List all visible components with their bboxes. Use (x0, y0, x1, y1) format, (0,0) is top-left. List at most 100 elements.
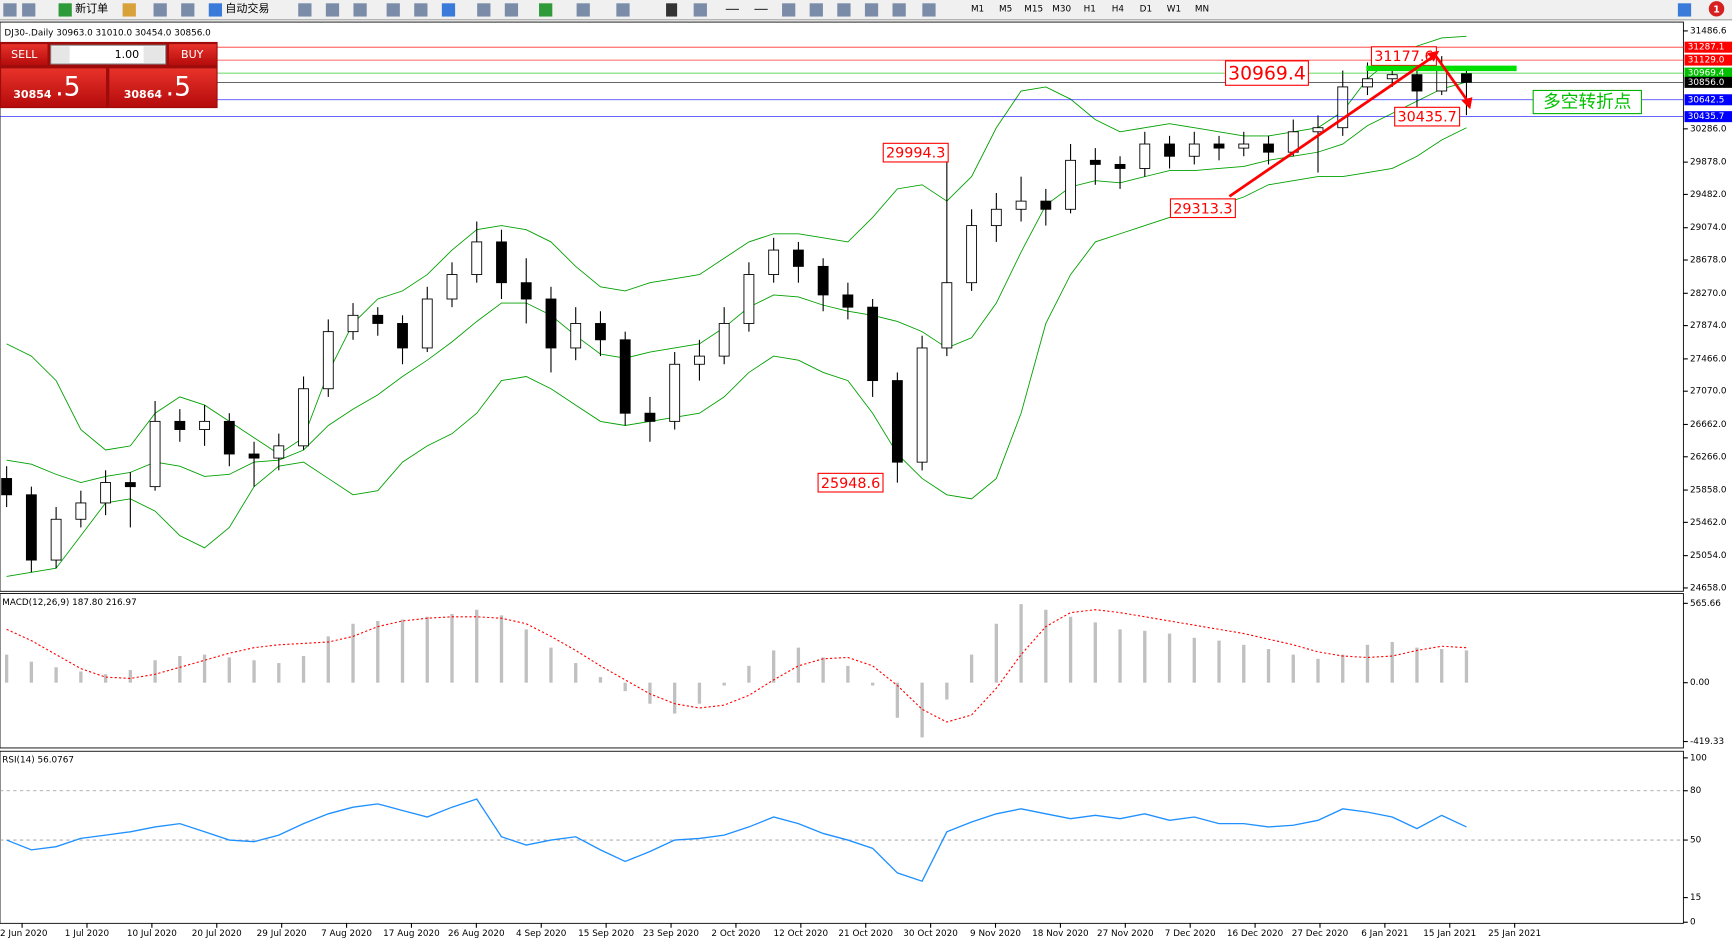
macd-bar (79, 671, 83, 683)
icon[interactable] (325, 3, 340, 17)
x-tick-label: 12 Oct 2020 (774, 929, 829, 939)
macd-bar (870, 682, 875, 686)
candle-body (891, 380, 903, 463)
candle-body (446, 274, 458, 300)
y-tick-label: 30286.0 (1690, 124, 1727, 134)
lot-value[interactable]: 1.00 (115, 48, 140, 61)
timeframe-button[interactable]: M1 (971, 4, 984, 14)
macd-bar (697, 682, 702, 704)
icon[interactable] (782, 3, 796, 17)
macd-bar (103, 674, 108, 683)
icon[interactable] (504, 3, 519, 17)
one-click-trading: SELL 1.00 BUY 30854 .5 30864 .5 (0, 41, 218, 109)
icon[interactable] (539, 3, 553, 17)
candle-body (1436, 70, 1448, 92)
macd-bar (673, 682, 677, 714)
timeframe-button[interactable]: M15 (1024, 4, 1043, 14)
icon[interactable] (122, 3, 136, 17)
candle-body (743, 274, 755, 324)
y-tick-label: 31486.6 (1690, 26, 1727, 36)
icon[interactable] (386, 3, 400, 17)
candle-body (149, 420, 161, 488)
sell-price-box[interactable] (1, 68, 107, 108)
icon[interactable] (298, 3, 312, 17)
candle-body (842, 294, 854, 308)
auto-trading-button[interactable]: 自动交易 (225, 1, 269, 15)
y-tick-label: 28270.0 (1690, 289, 1727, 299)
icon[interactable] (892, 3, 906, 17)
timeframe-button[interactable]: D1 (1140, 4, 1152, 14)
candle-body (1139, 143, 1151, 169)
timeframe-button[interactable]: M30 (1052, 4, 1071, 14)
y-tick-label: 26266.0 (1690, 452, 1727, 462)
y-tick-label: 24658.0 (1690, 583, 1727, 593)
macd-bar (747, 665, 751, 683)
timeframe-button[interactable]: W1 (1167, 4, 1181, 14)
icon[interactable] (22, 3, 36, 17)
icon[interactable] (616, 3, 630, 17)
icon[interactable] (837, 3, 851, 17)
candle-body (768, 249, 780, 275)
sell-label[interactable]: SELL (11, 48, 38, 61)
candle-body (520, 282, 532, 300)
lot-input[interactable] (50, 44, 167, 65)
candle-body (223, 420, 235, 455)
icon[interactable] (58, 3, 72, 17)
macd-bar (895, 682, 900, 718)
candle-body (1040, 200, 1052, 210)
icon[interactable] (477, 3, 491, 17)
notification-badge[interactable] (1708, 1, 1725, 17)
icon[interactable] (693, 3, 707, 17)
icon[interactable] (153, 3, 167, 17)
candle-body (322, 331, 334, 390)
x-tick-label: 7 Aug 2020 (321, 929, 372, 939)
candle-body (941, 282, 953, 349)
rsi-panel (0, 750, 1684, 924)
x-tick-label: 25 Jan 2021 (1488, 929, 1541, 939)
icon[interactable] (181, 3, 195, 17)
x-tick-label: 9 Nov 2020 (970, 929, 1021, 939)
x-tick-label: 10 Jul 2020 (127, 929, 177, 939)
timeframe-button[interactable]: H1 (1084, 4, 1096, 14)
icon[interactable] (725, 8, 739, 10)
timeframe-button[interactable]: M5 (999, 4, 1012, 14)
icon[interactable] (666, 3, 678, 17)
lot-decrease[interactable] (51, 46, 70, 63)
x-tick-label: 15 Sep 2020 (578, 929, 634, 939)
buy-button[interactable] (169, 44, 217, 66)
sell-button[interactable] (1, 44, 48, 66)
candle-body (1411, 74, 1423, 92)
candle-body (1362, 78, 1373, 88)
icon[interactable] (754, 8, 768, 10)
icon[interactable] (414, 3, 428, 17)
timeframe-button[interactable]: MN (1195, 4, 1209, 14)
buy-label[interactable]: BUY (181, 48, 204, 61)
price-note-box (1394, 106, 1461, 127)
macd-bar (574, 663, 578, 683)
new-order-button[interactable]: 新订单 (75, 1, 108, 15)
macd-bar (524, 629, 528, 683)
candle-body (1337, 86, 1349, 129)
icon[interactable] (576, 3, 590, 17)
icon[interactable] (353, 3, 367, 17)
icon[interactable] (922, 3, 936, 17)
candle-body (397, 323, 408, 349)
y-tick-label: 28678.0 (1690, 256, 1727, 266)
icon[interactable] (809, 3, 823, 17)
icon[interactable] (441, 3, 456, 17)
candle-body (1, 478, 13, 496)
macd-bar (376, 620, 380, 683)
search-icon[interactable] (1677, 3, 1692, 17)
macd-bar (1217, 640, 1221, 683)
y-tick-label: 0.00 (1690, 678, 1710, 688)
icon[interactable] (208, 3, 223, 17)
indicator-title: MACD(12,26,9) 187.80 216.97 (2, 598, 137, 608)
icon[interactable] (3, 3, 17, 17)
price-level-label: 30856.0 (1688, 78, 1725, 88)
macd-bar (1093, 622, 1097, 683)
icon[interactable] (864, 3, 879, 17)
timeframe-button[interactable]: H4 (1112, 4, 1125, 14)
candle-body (1188, 143, 1200, 157)
lot-increase[interactable] (143, 46, 165, 63)
buy-price-box[interactable] (109, 68, 217, 108)
